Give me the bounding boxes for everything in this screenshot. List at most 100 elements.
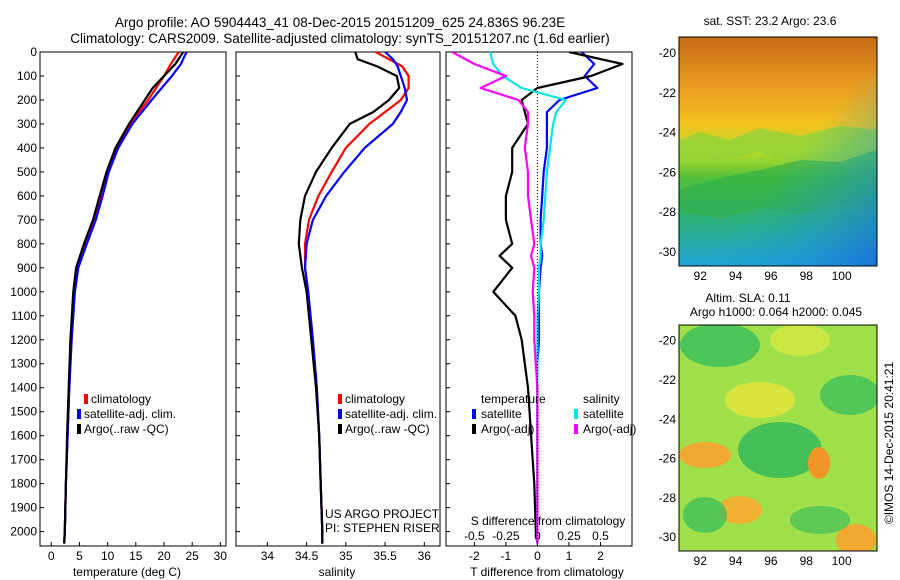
y-tick-label: 100 bbox=[17, 69, 37, 83]
sla-blob bbox=[820, 375, 877, 415]
y-tick-label: 1300 bbox=[10, 357, 37, 371]
map-x-tick-label: 94 bbox=[729, 554, 743, 568]
map-y-tick-label: -20 bbox=[659, 46, 677, 60]
map-y-tick-label: -22 bbox=[659, 86, 677, 100]
map-y-tick-label: -28 bbox=[659, 205, 677, 219]
series-line-0-2 bbox=[63, 52, 185, 544]
legend-swatch-sal-satellite bbox=[574, 409, 578, 419]
y-tick-label: 800 bbox=[17, 237, 37, 251]
x-tick-label: -2 bbox=[469, 549, 480, 563]
y-tick-label: 1700 bbox=[10, 453, 37, 467]
sla-blob bbox=[790, 506, 850, 534]
map-x-tick-label: 100 bbox=[832, 269, 852, 283]
sst-map-blue-corner bbox=[679, 37, 877, 266]
y-tick-label: 200 bbox=[17, 93, 37, 107]
sla-blob bbox=[725, 382, 795, 418]
salinity-series-layer bbox=[297, 52, 410, 544]
x-tick-label: 30 bbox=[214, 549, 228, 563]
sla-map-frame bbox=[678, 324, 878, 552]
map-y-tick-label: -24 bbox=[659, 126, 677, 140]
legend-label: Argo(-adj) bbox=[583, 422, 636, 436]
x-tick-label: 1 bbox=[566, 549, 573, 563]
x-tick-label: 20 bbox=[157, 549, 171, 563]
pi-label: PI: STEPHEN RISER bbox=[325, 521, 440, 535]
sla-blob bbox=[683, 497, 727, 533]
t-difference-axis-label: T difference from climatology bbox=[470, 565, 624, 579]
y-tick-label: 300 bbox=[17, 117, 37, 131]
legend-header-temperature: temperature bbox=[481, 392, 546, 406]
legend-label: climatology bbox=[345, 392, 405, 406]
x-tick-label: 0 bbox=[48, 549, 55, 563]
legend-label: satellite bbox=[583, 407, 624, 421]
y-tick-label: 1800 bbox=[10, 477, 37, 491]
legend-swatch-satellite-adj bbox=[77, 409, 81, 419]
sla-map: Altim. SLA: 0.11 Argo h1000: 0.064 h2000… bbox=[678, 291, 878, 552]
sst-map: sat. SST: 23.2 Argo: 23.6 bbox=[678, 14, 878, 267]
temperature-plot-frame bbox=[39, 51, 227, 547]
project-label: US ARGO PROJECT bbox=[325, 507, 440, 521]
salinity-legend: climatology satellite-adj. clim. Argo(..… bbox=[338, 392, 437, 436]
legend-swatch-temp-satellite bbox=[472, 409, 476, 419]
map-y-tick-label: -30 bbox=[659, 530, 677, 544]
sla-blob bbox=[680, 325, 760, 367]
series-line-2-1 bbox=[492, 52, 624, 544]
y-tick-label: 500 bbox=[17, 165, 37, 179]
series-line-2-0 bbox=[536, 52, 599, 544]
x-tick-label: -1 bbox=[501, 549, 512, 563]
map-y-tick-label: -26 bbox=[659, 165, 677, 179]
legend-header-salinity: salinity bbox=[583, 392, 620, 406]
legend-swatch-satellite-adj bbox=[338, 409, 342, 419]
legend-label: satellite-adj. clim. bbox=[345, 407, 437, 421]
y-tick-label: 1600 bbox=[10, 429, 37, 443]
difference-plot-frame bbox=[445, 51, 633, 547]
y-tick-label: 2000 bbox=[10, 525, 37, 539]
map-y-tick-label: -20 bbox=[659, 334, 677, 348]
map-x-tick-label: 98 bbox=[800, 554, 814, 568]
s-diff-tick-label: -0.5 bbox=[464, 529, 485, 543]
sla-blob bbox=[836, 524, 876, 551]
x-tick-label: 35.5 bbox=[373, 549, 397, 563]
s-difference-axis-label: S difference from climatology bbox=[471, 514, 626, 528]
s-diff-tick-label: 0.5 bbox=[592, 529, 609, 543]
map-x-tick-label: 96 bbox=[764, 269, 778, 283]
sla-blob bbox=[770, 325, 830, 356]
figure-title-line2: Climatology: CARS2009. Satellite-adjuste… bbox=[70, 31, 610, 46]
legend-swatch-argo bbox=[77, 424, 81, 434]
series-line-2-3 bbox=[451, 52, 539, 544]
salinity-axis-label: salinity bbox=[319, 565, 356, 579]
y-tick-label: 1500 bbox=[10, 405, 37, 419]
map-y-tick-label: -24 bbox=[659, 412, 677, 426]
map-y-tick-label: -22 bbox=[659, 373, 677, 387]
legend-label: climatology bbox=[91, 392, 151, 406]
legend-swatch-climatology bbox=[338, 394, 342, 404]
s-diff-tick-label: 0.25 bbox=[557, 529, 581, 543]
x-tick-label: 25 bbox=[186, 549, 200, 563]
y-tick-label: 0 bbox=[30, 45, 37, 59]
legend-swatch-argo bbox=[338, 424, 342, 434]
legend-swatch-temp-argo bbox=[472, 424, 476, 434]
x-tick-label: 34 bbox=[261, 549, 275, 563]
x-tick-label: 10 bbox=[101, 549, 115, 563]
axes-layer: 0 5 10 15 20 25 300100200300400500600700800900… bbox=[10, 45, 852, 568]
sla-map-title-line1: Altim. SLA: 0.11 bbox=[705, 291, 790, 305]
y-tick-label: 400 bbox=[17, 141, 37, 155]
salinity-plot-frame bbox=[235, 51, 441, 547]
map-x-tick-label: 100 bbox=[832, 554, 852, 568]
difference-legend: temperature satellite Argo(-adj) salinit… bbox=[472, 392, 636, 436]
legend-label: satellite-adj. clim. bbox=[84, 407, 176, 421]
temperature-legend: climatology satellite-adj. clim. Argo(..… bbox=[77, 392, 176, 436]
y-tick-label: 600 bbox=[17, 189, 37, 203]
sla-map-title-line2: Argo h1000: 0.064 h2000: 0.045 bbox=[690, 305, 862, 319]
map-x-tick-label: 96 bbox=[764, 554, 778, 568]
x-tick-label: 34.5 bbox=[295, 549, 319, 563]
map-x-tick-label: 92 bbox=[694, 269, 708, 283]
legend-label: Argo(..raw -QC) bbox=[84, 422, 169, 436]
series-line-0-0 bbox=[63, 52, 180, 544]
sla-blob bbox=[808, 447, 830, 479]
x-tick-label: 0 bbox=[534, 549, 541, 563]
legend-swatch-sal-argo bbox=[574, 424, 578, 434]
map-y-tick-label: -30 bbox=[659, 245, 677, 259]
x-tick-label: 35 bbox=[339, 549, 353, 563]
y-tick-label: 900 bbox=[17, 261, 37, 275]
legend-label: Argo(..raw -QC) bbox=[345, 422, 430, 436]
